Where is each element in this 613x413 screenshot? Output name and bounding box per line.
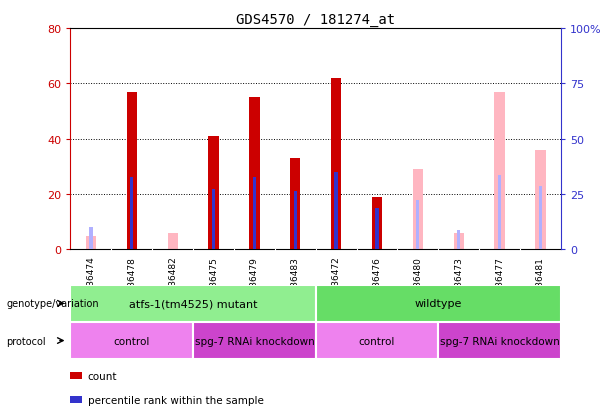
Bar — [127, 93, 137, 250]
Text: percentile rank within the sample: percentile rank within the sample — [88, 395, 264, 405]
Text: genotype/variation: genotype/variation — [6, 299, 99, 309]
Bar — [316, 285, 561, 322]
Text: count: count — [88, 371, 117, 381]
Bar — [413, 170, 423, 250]
Bar — [535, 150, 546, 250]
Bar — [208, 137, 219, 250]
Bar — [167, 233, 178, 250]
Bar — [70, 285, 316, 322]
Bar — [316, 322, 438, 359]
Bar — [193, 322, 316, 359]
Bar — [70, 322, 193, 359]
Bar — [372, 197, 382, 250]
Text: spg-7 RNAi knockdown: spg-7 RNAi knockdown — [440, 336, 560, 346]
Bar — [495, 93, 504, 250]
Bar — [457, 230, 460, 250]
Bar — [416, 200, 419, 250]
Bar — [539, 186, 542, 250]
Bar — [498, 175, 501, 250]
Text: atfs-1(tm4525) mutant: atfs-1(tm4525) mutant — [129, 299, 257, 309]
Bar — [89, 228, 93, 250]
Text: wildtype: wildtype — [414, 299, 462, 309]
Bar — [86, 236, 96, 250]
Title: GDS4570 / 181274_at: GDS4570 / 181274_at — [236, 12, 395, 26]
Text: control: control — [113, 336, 150, 346]
Bar — [127, 242, 137, 250]
Bar — [331, 78, 341, 250]
Bar — [130, 178, 134, 250]
Bar — [212, 189, 215, 250]
Bar — [294, 192, 297, 250]
Bar — [290, 159, 300, 250]
Bar — [375, 209, 379, 250]
Text: spg-7 RNAi knockdown: spg-7 RNAi knockdown — [194, 336, 314, 346]
Bar — [454, 233, 464, 250]
Bar — [335, 173, 338, 250]
Text: control: control — [359, 336, 395, 346]
Bar — [438, 322, 561, 359]
Text: protocol: protocol — [6, 336, 46, 346]
Bar — [249, 98, 259, 250]
Bar — [253, 178, 256, 250]
